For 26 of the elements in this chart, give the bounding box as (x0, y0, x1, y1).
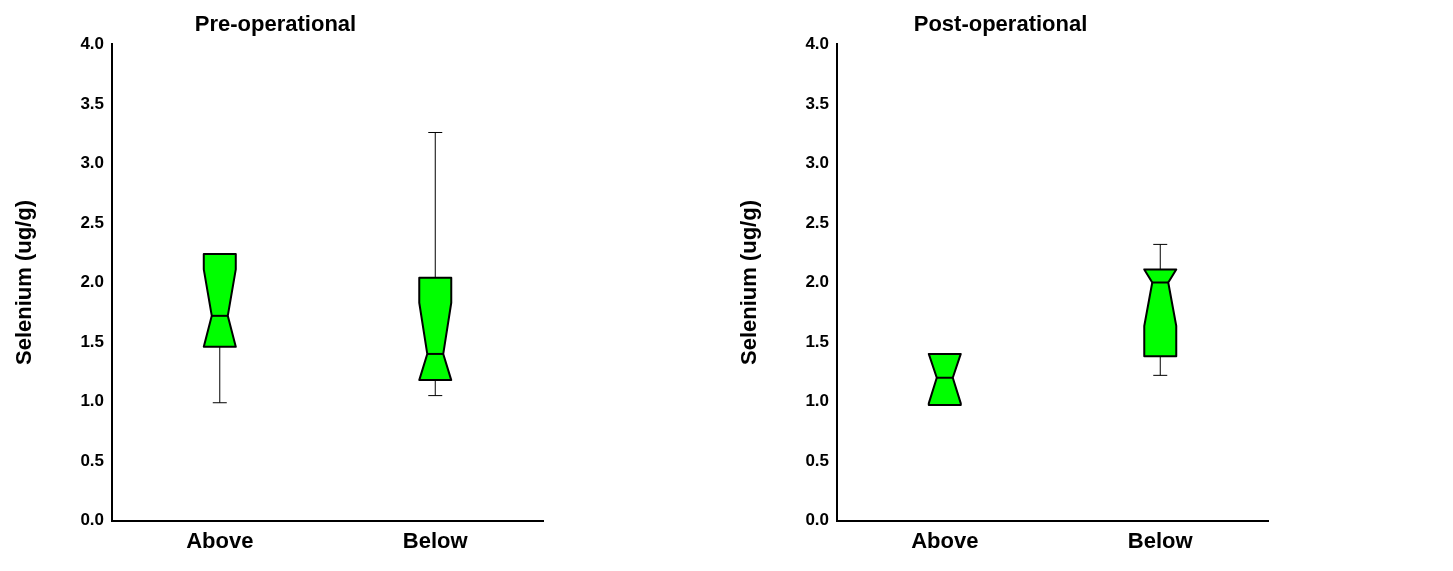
x-tick-label: Below (402, 527, 469, 553)
y-tick-label: 3.5 (805, 93, 830, 113)
y-tick-label: 3.0 (805, 153, 830, 173)
y-tick-label: 2.0 (80, 272, 105, 292)
x-tick-label: Above (911, 527, 979, 553)
chart-title: Pre-operational (194, 11, 357, 37)
y-axis-title: Selenium (ug/g) (11, 200, 37, 365)
y-tick-label: 0.5 (805, 450, 830, 470)
y-tick-label: 0.0 (80, 510, 105, 530)
y-tick-label: 2.0 (805, 272, 830, 292)
y-tick-label: 1.0 (805, 391, 830, 411)
y-tick-label: 0.5 (80, 450, 105, 470)
y-tick-label: 0.0 (805, 510, 830, 530)
y-tick-label: 4.0 (80, 34, 105, 54)
y-tick-label: 3.5 (80, 93, 105, 113)
y-tick-label: 4.0 (805, 34, 830, 54)
x-tick-label: Above (186, 527, 254, 553)
y-axis-title: Selenium (ug/g) (736, 200, 762, 365)
y-tick-label: 2.5 (805, 212, 830, 232)
y-tick-label: 1.5 (805, 331, 830, 351)
x-tick-label: Below (1127, 527, 1194, 553)
y-tick-label: 2.5 (80, 212, 105, 232)
y-tick-label: 1.5 (80, 331, 105, 351)
chart-title: Post-operational (913, 11, 1088, 37)
y-tick-label: 3.0 (80, 153, 105, 173)
y-tick-label: 1.0 (80, 391, 105, 411)
